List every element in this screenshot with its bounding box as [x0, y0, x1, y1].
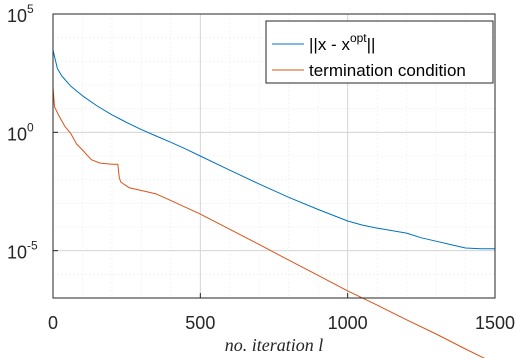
x-tick-label: 1500 [475, 313, 515, 333]
y-tick-label: 10-5 [7, 239, 38, 263]
legend: ||x - xopt|| termination condition [265, 20, 494, 84]
series-line-1 [52, 87, 485, 358]
legend-label-termination: termination condition [309, 61, 466, 80]
y-tick-label: 105 [7, 2, 34, 26]
series-line-0 [52, 49, 495, 250]
plot-frame [52, 13, 496, 299]
x-axis-label: no. iteration l [225, 335, 324, 355]
y-tick-label: 100 [7, 120, 34, 144]
x-tick-label: 1000 [328, 313, 368, 333]
x-tick-label: 500 [185, 313, 215, 333]
legend-box [265, 20, 494, 84]
series-layer [52, 49, 495, 358]
ticks: 0 500 1000 1500 10-5 100 105 [7, 2, 515, 333]
legend-label-error: ||x - xopt|| [309, 31, 375, 54]
x-tick-label: 0 [48, 313, 58, 333]
